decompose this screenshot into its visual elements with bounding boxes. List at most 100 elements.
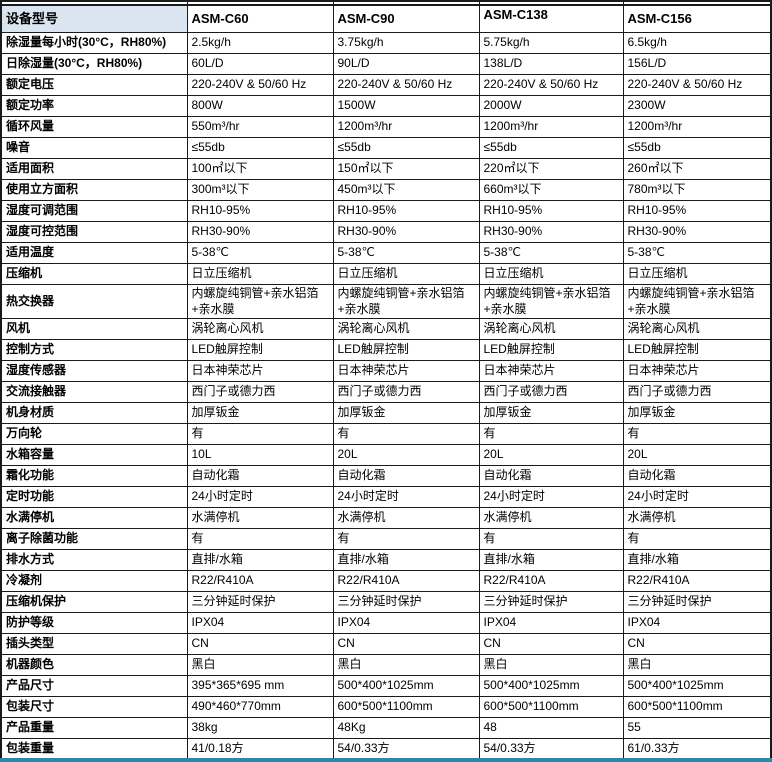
cell[interactable]: 500*400*1025mm xyxy=(622,675,772,698)
cell[interactable]: 600*500*1100mm xyxy=(478,696,624,719)
cell[interactable]: 日立压缩机 xyxy=(622,263,772,285)
cell[interactable]: 直排/水箱 xyxy=(332,549,480,572)
cell[interactable]: RH10-95% xyxy=(622,200,772,222)
cell[interactable]: 41/0.18方 xyxy=(186,738,334,761)
cell[interactable]: 450m³以下 xyxy=(332,179,480,201)
row-label[interactable]: 循环风量 xyxy=(0,116,188,138)
cell[interactable]: 100㎡以下 xyxy=(186,158,334,180)
cell[interactable]: 有 xyxy=(332,423,480,446)
cell[interactable]: 220-240V & 50/60 Hz xyxy=(332,74,480,96)
cell[interactable]: 20L xyxy=(478,444,624,467)
cell[interactable]: 1200m³/hr xyxy=(622,116,772,138)
row-label[interactable]: 热交换器 xyxy=(0,283,188,320)
cell[interactable]: 5-38℃ xyxy=(186,242,334,264)
cell[interactable]: 西门子或德力西 xyxy=(332,381,480,404)
row-label[interactable]: 插头类型 xyxy=(0,633,188,656)
cell[interactable]: 500*400*1025mm xyxy=(478,675,624,698)
cell[interactable]: 10L xyxy=(186,444,334,467)
cell[interactable]: 直排/水箱 xyxy=(622,549,772,572)
cell[interactable]: 300m³以下 xyxy=(186,179,334,201)
row-label[interactable]: 定时功能 xyxy=(0,486,188,509)
row-label[interactable]: 额定功率 xyxy=(0,95,188,117)
cell[interactable]: RH10-95% xyxy=(186,200,334,222)
cell[interactable]: LED触屏控制 xyxy=(186,339,334,362)
cell[interactable]: ≤55db xyxy=(478,137,624,159)
cell[interactable]: R22/R410A xyxy=(622,570,772,593)
cell[interactable]: 395*365*695 mm xyxy=(186,675,334,698)
row-label[interactable]: 冷凝剂 xyxy=(0,570,188,593)
row-label[interactable]: 水箱容量 xyxy=(0,444,188,467)
cell[interactable]: 水满停机 xyxy=(622,507,772,530)
cell[interactable]: 2300W xyxy=(622,95,772,117)
cell[interactable]: IPX04 xyxy=(478,612,624,635)
cell[interactable]: 1500W xyxy=(332,95,480,117)
cell[interactable]: 加厚钣金 xyxy=(186,402,334,425)
cell[interactable]: 550m³/hr xyxy=(186,116,334,138)
cell[interactable]: 黑白 xyxy=(478,654,624,677)
cell[interactable]: 直排/水箱 xyxy=(478,549,624,572)
row-label[interactable]: 防护等级 xyxy=(0,612,188,635)
row-label[interactable]: 使用立方面积 xyxy=(0,179,188,201)
cell[interactable]: 5-38℃ xyxy=(622,242,772,264)
cell[interactable]: 三分钟延时保护 xyxy=(478,591,624,614)
cell[interactable]: 内螺旋纯铜管+亲水铝箔+亲水膜 xyxy=(186,283,334,320)
row-label[interactable]: 水满停机 xyxy=(0,507,188,530)
cell[interactable]: LED触屏控制 xyxy=(332,339,480,362)
row-label[interactable]: 机器颜色 xyxy=(0,654,188,677)
cell[interactable]: 黑白 xyxy=(332,654,480,677)
cell[interactable]: 内螺旋纯铜管+亲水铝箔+亲水膜 xyxy=(622,283,772,320)
cell[interactable]: 5-38℃ xyxy=(478,242,624,264)
row-label[interactable]: 除湿量每小时(30°C，RH80%) xyxy=(0,32,188,54)
cell[interactable]: 水满停机 xyxy=(332,507,480,530)
cell[interactable]: ≤55db xyxy=(186,137,334,159)
cell[interactable]: 内螺旋纯铜管+亲水铝箔+亲水膜 xyxy=(332,283,480,320)
cell[interactable]: 156L/D xyxy=(622,53,772,75)
row-label[interactable]: 湿度可控范围 xyxy=(0,221,188,243)
cell[interactable]: CN xyxy=(478,633,624,656)
cell[interactable]: CN xyxy=(622,633,772,656)
cell[interactable]: 自动化霜 xyxy=(332,465,480,488)
cell[interactable]: 600*500*1100mm xyxy=(332,696,480,719)
cell[interactable]: 日立压缩机 xyxy=(186,263,334,285)
cell[interactable]: 三分钟延时保护 xyxy=(622,591,772,614)
cell[interactable]: 涡轮离心风机 xyxy=(622,318,772,341)
cell[interactable]: 日本神荣芯片 xyxy=(622,360,772,383)
cell[interactable]: 24小时定时 xyxy=(622,486,772,509)
cell[interactable]: 黑白 xyxy=(622,654,772,677)
cell[interactable]: 三分钟延时保护 xyxy=(332,591,480,614)
cell[interactable]: 660m³以下 xyxy=(478,179,624,201)
cell[interactable]: 加厚钣金 xyxy=(332,402,480,425)
cell[interactable]: RH30-90% xyxy=(186,221,334,243)
row-label[interactable]: 产品重量 xyxy=(0,717,188,740)
cell[interactable]: 5.75kg/h xyxy=(478,32,624,54)
row-label[interactable]: 适用温度 xyxy=(0,242,188,264)
row-label[interactable]: 排水方式 xyxy=(0,549,188,572)
row-label[interactable]: 包装重量 xyxy=(0,738,188,761)
cell[interactable]: RH10-95% xyxy=(478,200,624,222)
model-header-cell[interactable]: ASM-C156 xyxy=(622,4,772,33)
cell[interactable]: 涡轮离心风机 xyxy=(478,318,624,341)
cell[interactable]: 48 xyxy=(478,717,624,740)
row-label[interactable]: 压缩机保护 xyxy=(0,591,188,614)
cell[interactable]: IPX04 xyxy=(622,612,772,635)
cell[interactable]: 1200m³/hr xyxy=(478,116,624,138)
row-label[interactable]: 噪音 xyxy=(0,137,188,159)
model-header-cell[interactable]: ASM-C60 xyxy=(186,4,334,33)
row-label[interactable]: 适用面积 xyxy=(0,158,188,180)
cell[interactable]: 直排/水箱 xyxy=(186,549,334,572)
cell[interactable]: 220-240V & 50/60 Hz xyxy=(622,74,772,96)
cell[interactable]: 加厚钣金 xyxy=(478,402,624,425)
row-label[interactable]: 压缩机 xyxy=(0,263,188,285)
cell[interactable]: 24小时定时 xyxy=(332,486,480,509)
cell[interactable]: 260㎡以下 xyxy=(622,158,772,180)
cell[interactable]: 1200m³/hr xyxy=(332,116,480,138)
cell[interactable]: R22/R410A xyxy=(332,570,480,593)
model-header-cell[interactable]: ASM-C90 xyxy=(332,4,480,33)
cell[interactable]: 加厚钣金 xyxy=(622,402,772,425)
cell[interactable]: 150㎡以下 xyxy=(332,158,480,180)
row-label[interactable]: 额定电压 xyxy=(0,74,188,96)
cell[interactable]: RH30-90% xyxy=(622,221,772,243)
cell[interactable]: 黑白 xyxy=(186,654,334,677)
cell[interactable]: 61/0.33方 xyxy=(622,738,772,761)
row-label[interactable]: 机身材质 xyxy=(0,402,188,425)
